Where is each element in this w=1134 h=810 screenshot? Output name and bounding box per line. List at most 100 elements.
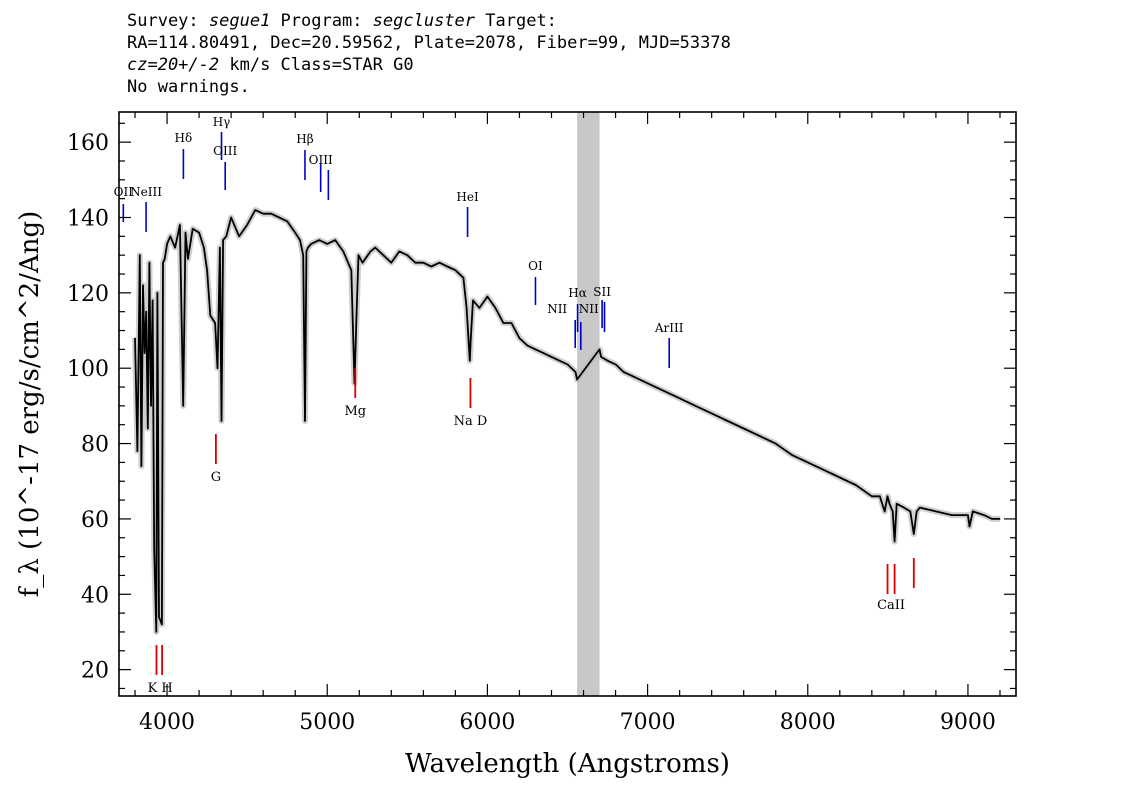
flux-point [807,461,809,463]
flux-point [310,243,312,245]
flux-error-band [132,207,1000,635]
flux-point [230,216,232,219]
emission-line-label: Hδ [175,131,193,145]
flux-point [711,412,713,415]
flux-point [355,314,358,317]
flux-point [600,356,602,358]
flux-point [679,397,681,399]
flux-point [446,265,448,268]
flux-point [576,378,578,381]
flux-point [896,503,898,505]
y-tick-label: 60 [81,508,109,533]
flux-point [855,484,857,486]
plot-frame [118,111,1017,697]
flux-point [219,247,221,249]
flux-point [361,262,364,264]
x-tick-label: 4000 [139,710,195,735]
flux-point [369,250,372,253]
flux-point [350,269,352,271]
flux-point [991,518,993,520]
emission-line-label: Hγ [213,115,231,129]
flux-point [472,299,474,301]
flux-point [270,213,272,215]
flux-point [161,623,163,626]
emission-line-label: ArIII [654,321,684,335]
emission-line-label: NII [579,302,599,316]
flux-point [422,262,424,264]
program-label: Program: [270,11,373,31]
flux-point [542,352,545,354]
flux-point [823,469,825,471]
x-tick-label: 8000 [780,710,836,735]
absorption-line-label: Mg [344,404,366,419]
flux-point [225,235,227,237]
flux-point [238,235,240,237]
flux-point [220,420,223,422]
flux-point [307,247,309,249]
flux-point [839,476,841,479]
redshift-line: cz=20+/-2 km/s Class=STAR G0 [127,54,1107,76]
flux-point [278,216,280,219]
flux-point [209,314,211,317]
flux-point [222,239,224,241]
emission-line-label: OIII [213,144,237,158]
flux-point [246,224,248,226]
flux-point [622,371,625,373]
emission-line-label: OI [528,259,543,273]
absorption-line-label: CaII [877,598,905,613]
flux-point [406,254,408,256]
flux-point [967,514,969,516]
flux-point [152,299,154,301]
flux-point [334,239,336,241]
flux-point [174,247,176,249]
flux-point [169,235,171,237]
warnings-line: No warnings. [127,77,250,97]
x-tick-label: 5000 [299,710,355,735]
emission-line-label: NeIII [130,185,162,199]
y-axis-label: f_λ (10^-17 erg/s/cm^2/Ang) [15,211,45,597]
x-tick-label: 6000 [459,710,515,735]
emission-line-label: SII [593,285,611,299]
absorption-line-label: K [148,681,158,696]
flux-point [775,442,777,445]
flux-point [871,495,873,497]
flux-point [909,510,911,512]
cz-unit: km/s [219,55,281,75]
absorption-line-label: Na D [454,414,488,429]
flux-point [526,345,529,347]
flux-point [574,371,577,373]
flux-point [164,258,166,260]
flux-point [494,307,497,309]
flux-point [598,348,601,350]
flux-point [305,250,308,253]
flux-point [518,337,521,339]
x-tick-label: 7000 [620,710,676,735]
flux-point [162,262,164,264]
flux-point [727,420,729,422]
flux-point [318,239,320,241]
flux-point [893,540,896,543]
flux-point [206,269,208,271]
flux-point [606,360,609,362]
y-tick-label: 160 [67,131,109,156]
y-tick-label: 20 [81,659,109,684]
survey-label: Survey: [127,11,209,31]
flux-point [414,262,416,264]
flux-point [438,262,440,264]
cz-value: cz=20+/-2 [127,55,220,75]
flux-point [134,337,136,339]
flux-point [534,348,537,350]
flux-point [614,363,617,366]
flux-point [179,224,181,226]
flux-point [398,250,400,253]
flux-point [286,220,288,222]
emission-line-label: NII [547,302,567,316]
target-label: Target: [475,11,557,31]
flux-point [158,616,160,618]
flux-point [153,548,155,550]
flux-point [299,239,301,241]
flux-point [148,262,151,264]
flux-point [147,427,149,430]
emission-line-label: Hα [568,286,587,300]
spectrum-header: Survey: segue1 Program: segcluster Targe… [127,10,1107,98]
